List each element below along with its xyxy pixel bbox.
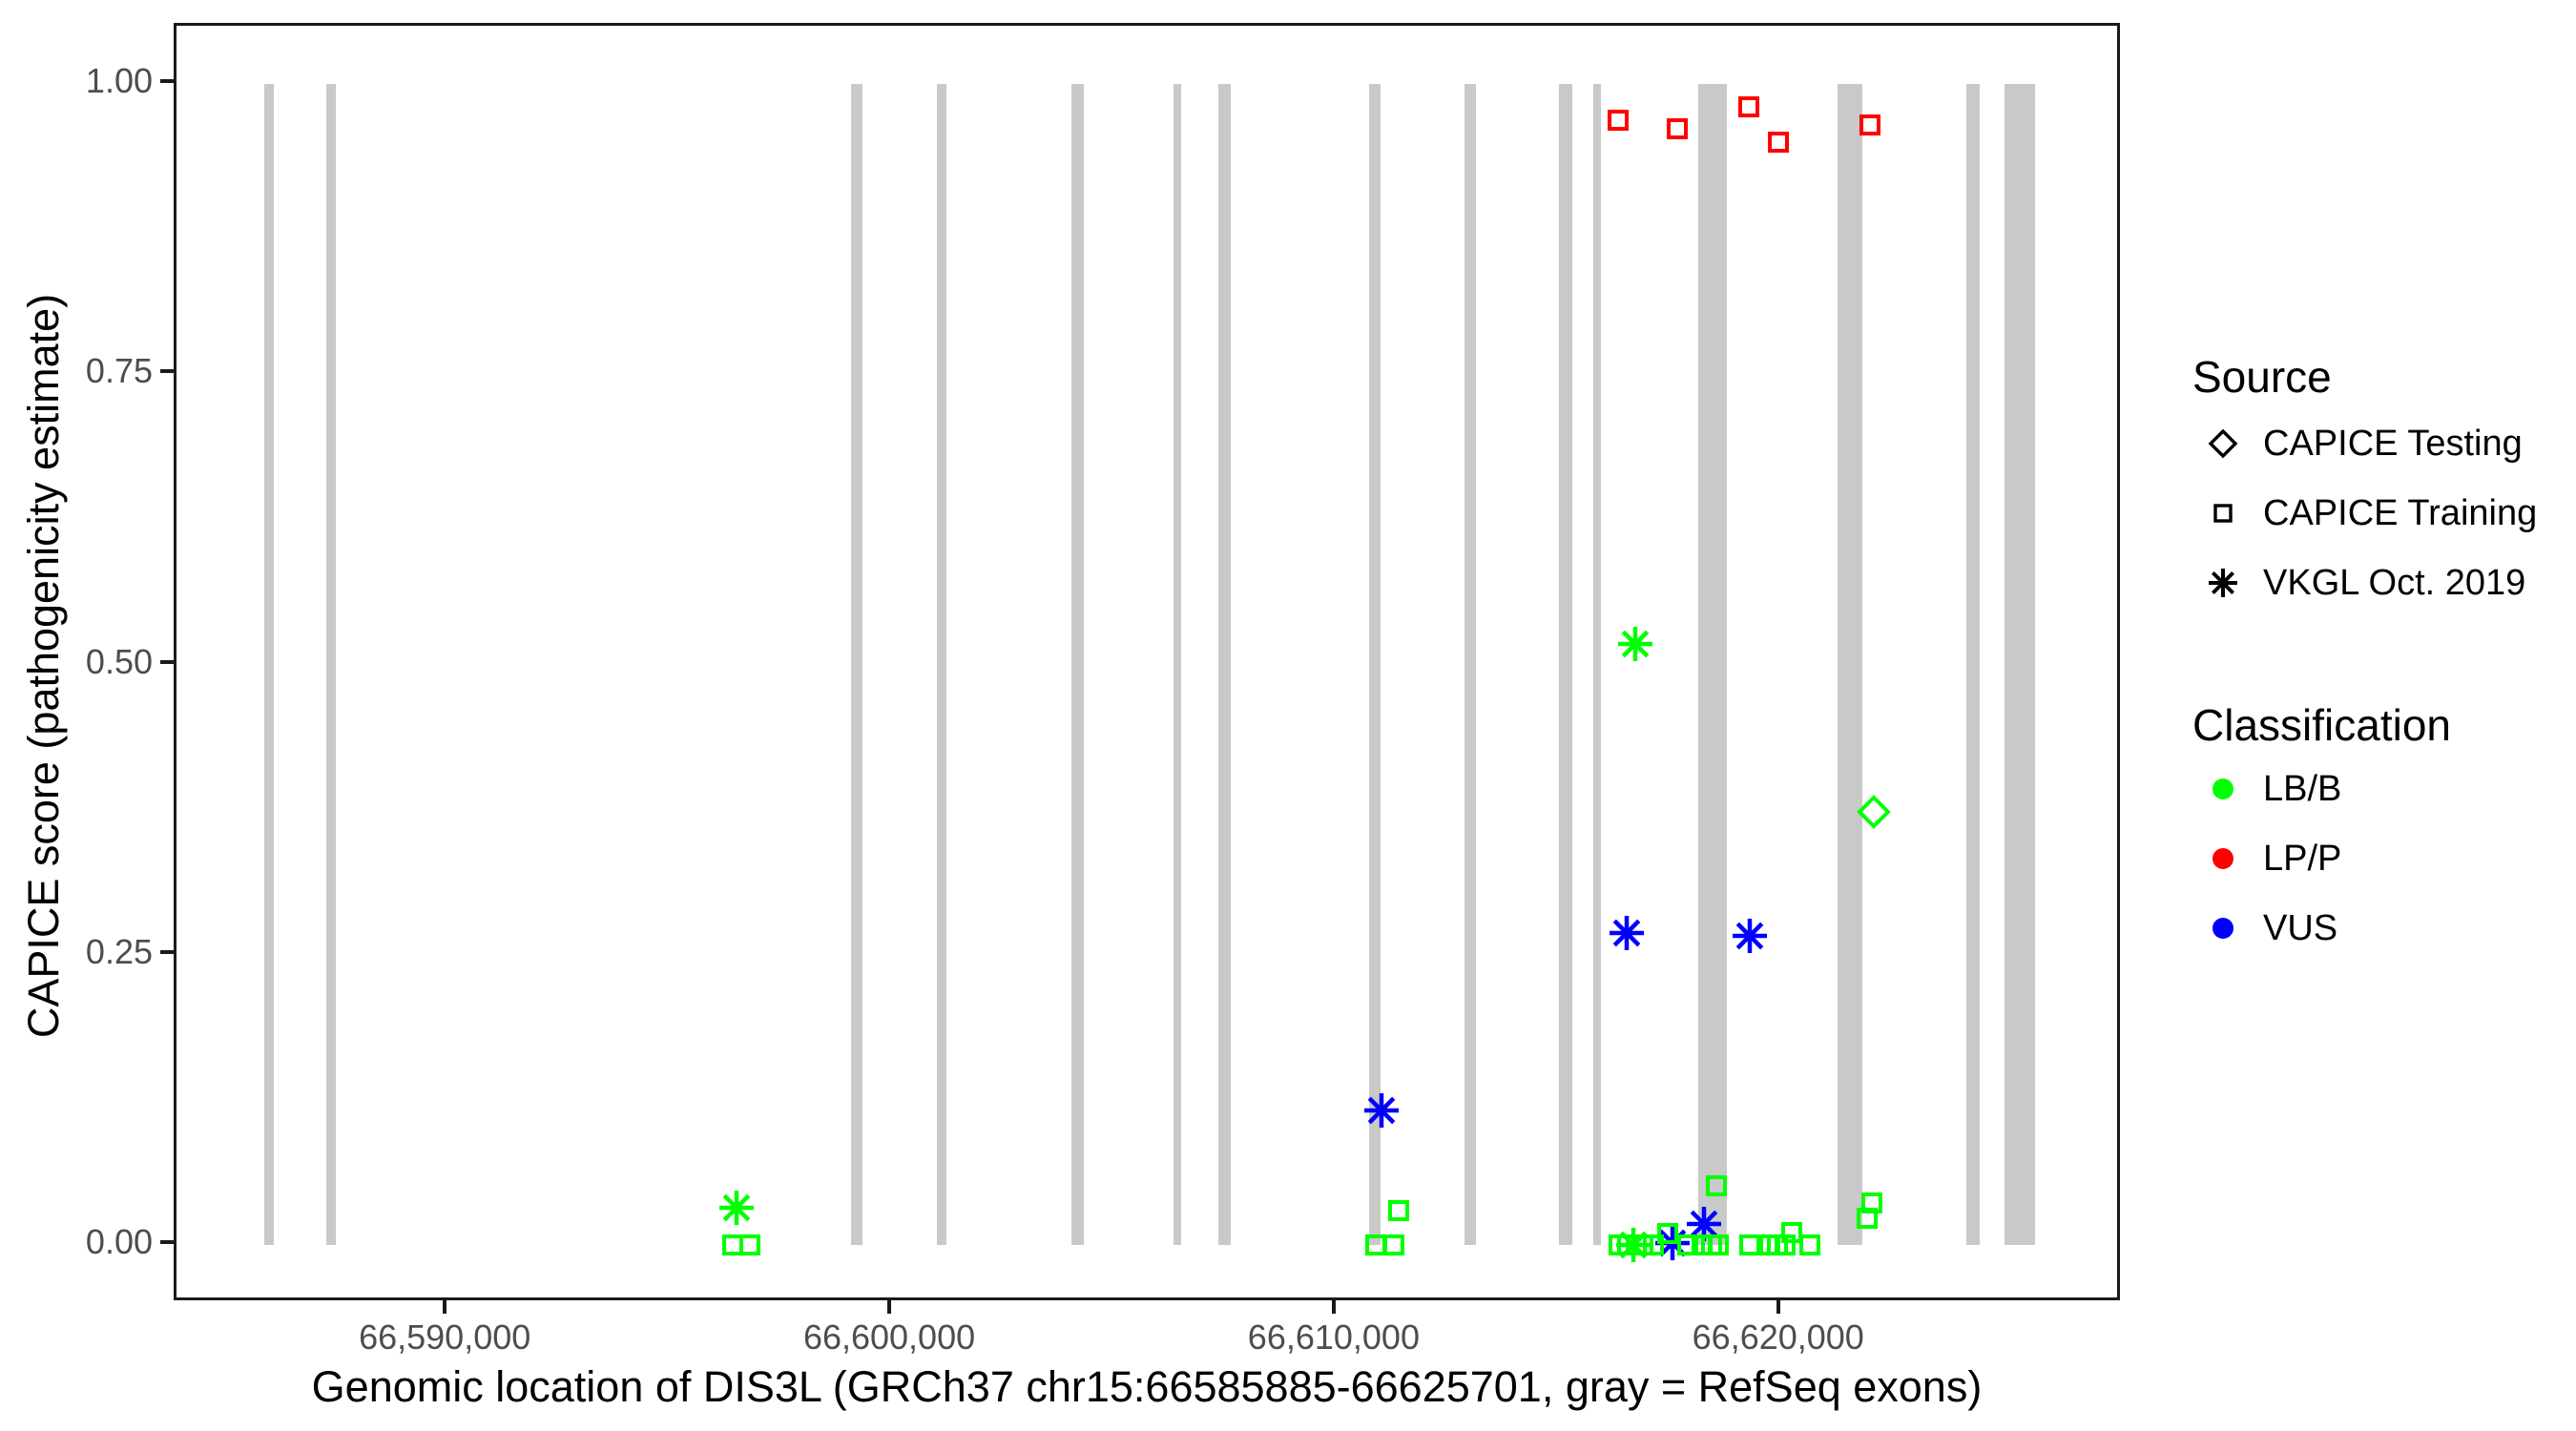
data-point xyxy=(1378,1190,1420,1232)
exon-bar xyxy=(1217,83,1231,1246)
x-tick-label: 66,610,000 xyxy=(1247,1317,1420,1357)
y-tick xyxy=(160,659,174,664)
x-tick xyxy=(887,1300,892,1314)
data-point xyxy=(1667,1224,1709,1266)
data-point xyxy=(716,1187,758,1229)
data-point xyxy=(1757,121,1799,163)
data-point xyxy=(1849,104,1891,146)
legend-item-label: VKGL Oct. 2019 xyxy=(2263,563,2526,603)
data-point xyxy=(1729,915,1771,957)
data-point xyxy=(1729,1224,1771,1266)
legend-item-label: LP/P xyxy=(2263,839,2342,879)
exon-bar xyxy=(1698,83,1728,1246)
y-tick-label: 0.25 xyxy=(85,931,153,971)
data-point xyxy=(1606,912,1648,954)
exon-bar xyxy=(1593,83,1602,1246)
y-tick xyxy=(160,78,174,83)
data-point xyxy=(1697,1224,1739,1266)
color-dot-icon xyxy=(2202,907,2244,949)
data-point xyxy=(729,1224,771,1266)
legend-item-label: VUS xyxy=(2263,908,2338,948)
exon-bar xyxy=(1465,83,1477,1246)
data-point xyxy=(1656,108,1698,150)
x-tick-label: 66,620,000 xyxy=(1692,1317,1864,1357)
square-icon xyxy=(2202,492,2244,534)
exon-bar xyxy=(851,83,863,1246)
data-point xyxy=(1851,1182,1893,1224)
asterisk-icon xyxy=(2202,562,2244,604)
y-tick-label: 0.50 xyxy=(85,641,153,681)
data-point xyxy=(1789,1224,1831,1266)
exon-bar xyxy=(2005,83,2035,1246)
exon-bar xyxy=(326,83,336,1246)
data-point xyxy=(1632,1224,1674,1266)
exon-bar xyxy=(1368,83,1381,1246)
x-tick xyxy=(1776,1300,1780,1314)
data-point xyxy=(1695,1165,1737,1207)
data-point xyxy=(1373,1224,1415,1266)
y-tick xyxy=(160,1240,174,1245)
plot-panel xyxy=(174,23,2120,1300)
data-point xyxy=(1647,1213,1689,1255)
exon-bar xyxy=(936,83,947,1246)
legend-classification-title: Classification xyxy=(2192,700,2451,750)
data-point xyxy=(1361,1089,1402,1131)
exon-bar xyxy=(1558,83,1573,1246)
y-tick-label: 0.00 xyxy=(85,1222,153,1262)
legend-item-label: LB/B xyxy=(2263,769,2342,809)
exon-bar xyxy=(1966,83,1980,1246)
legend-item-label: CAPICE Testing xyxy=(2263,424,2523,464)
legend-item-label: CAPICE Training xyxy=(2263,493,2538,533)
data-point xyxy=(1846,1197,1888,1239)
y-tick-label: 1.00 xyxy=(85,60,153,100)
x-tick-label: 66,590,000 xyxy=(359,1317,531,1357)
x-axis-title: Genomic location of DIS3L (GRCh37 chr15:… xyxy=(311,1362,1983,1411)
exon-bar xyxy=(1838,83,1863,1246)
color-dot-icon xyxy=(2202,768,2244,810)
data-point xyxy=(1728,86,1770,128)
legend-source-title: Source xyxy=(2192,352,2332,402)
y-tick xyxy=(160,949,174,954)
diamond-icon xyxy=(2202,423,2244,465)
y-tick-label: 0.75 xyxy=(85,351,153,391)
exon-bar xyxy=(264,83,274,1246)
data-point xyxy=(1614,623,1656,665)
x-tick-label: 66,600,000 xyxy=(802,1317,976,1357)
data-point xyxy=(1597,99,1639,141)
color-dot-icon xyxy=(2202,838,2244,880)
data-point xyxy=(1771,1212,1813,1254)
exon-bar xyxy=(1173,83,1182,1246)
exon-bar xyxy=(1070,83,1084,1246)
x-tick xyxy=(1331,1300,1336,1314)
data-point xyxy=(1853,791,1895,833)
x-tick xyxy=(443,1300,447,1314)
y-tick xyxy=(160,369,174,374)
y-axis-title: CAPICE score (pathogenicity estimate) xyxy=(19,293,68,1039)
